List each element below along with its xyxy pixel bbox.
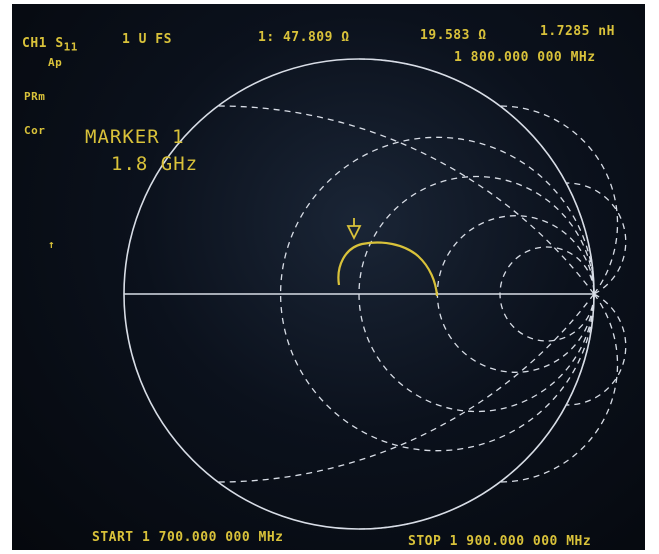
correction-label: Cor xyxy=(24,124,46,137)
channel-label: CH1 S11 xyxy=(22,36,78,54)
marker-1-symbol xyxy=(346,225,362,241)
reference-arrow-icon: ↑ xyxy=(48,238,56,251)
reactance-arc-0.5-upper xyxy=(217,105,595,295)
marker-inductance-readout: 1.7285 nH xyxy=(540,24,615,39)
reactance-arc-4-lower xyxy=(565,293,627,406)
marker-frequency: 1.8 GHz xyxy=(111,153,199,175)
parameter-label: S11 xyxy=(55,36,78,54)
channel-name: CH1 xyxy=(22,36,47,51)
marker-reactance-readout: 19.583 Ω xyxy=(420,28,487,43)
marker-frequency-readout: 1 800.000 000 MHz xyxy=(454,50,596,65)
power-range-label: PRm xyxy=(24,90,46,103)
parameter-main: S xyxy=(55,36,64,51)
reactance-arc-2-upper xyxy=(499,105,619,295)
marker-resistance-readout: 1: 47.809 Ω xyxy=(258,30,350,45)
parameter-sub: 11 xyxy=(63,40,78,54)
reactance-arc-1-lower xyxy=(358,293,595,530)
analyzer-screen: CH1 S11 1 U FS Ap 1: 47.809 Ω 19.583 Ω 1… xyxy=(12,4,645,550)
format-sub-label: Ap xyxy=(48,56,63,69)
marker-title: MARKER 1 xyxy=(85,126,185,148)
smith-chart xyxy=(123,58,627,530)
stop-frequency: STOP 1 900.000 000 MHz xyxy=(408,534,592,549)
reactance-arc-4-upper xyxy=(565,182,627,295)
s11-trace xyxy=(337,241,439,297)
reactance-arc-0.5-lower xyxy=(217,293,595,483)
format-label: 1 U FS xyxy=(122,32,172,47)
reactance-arc-2-lower xyxy=(499,293,619,483)
start-frequency: START 1 700.000 000 MHz xyxy=(92,530,284,545)
